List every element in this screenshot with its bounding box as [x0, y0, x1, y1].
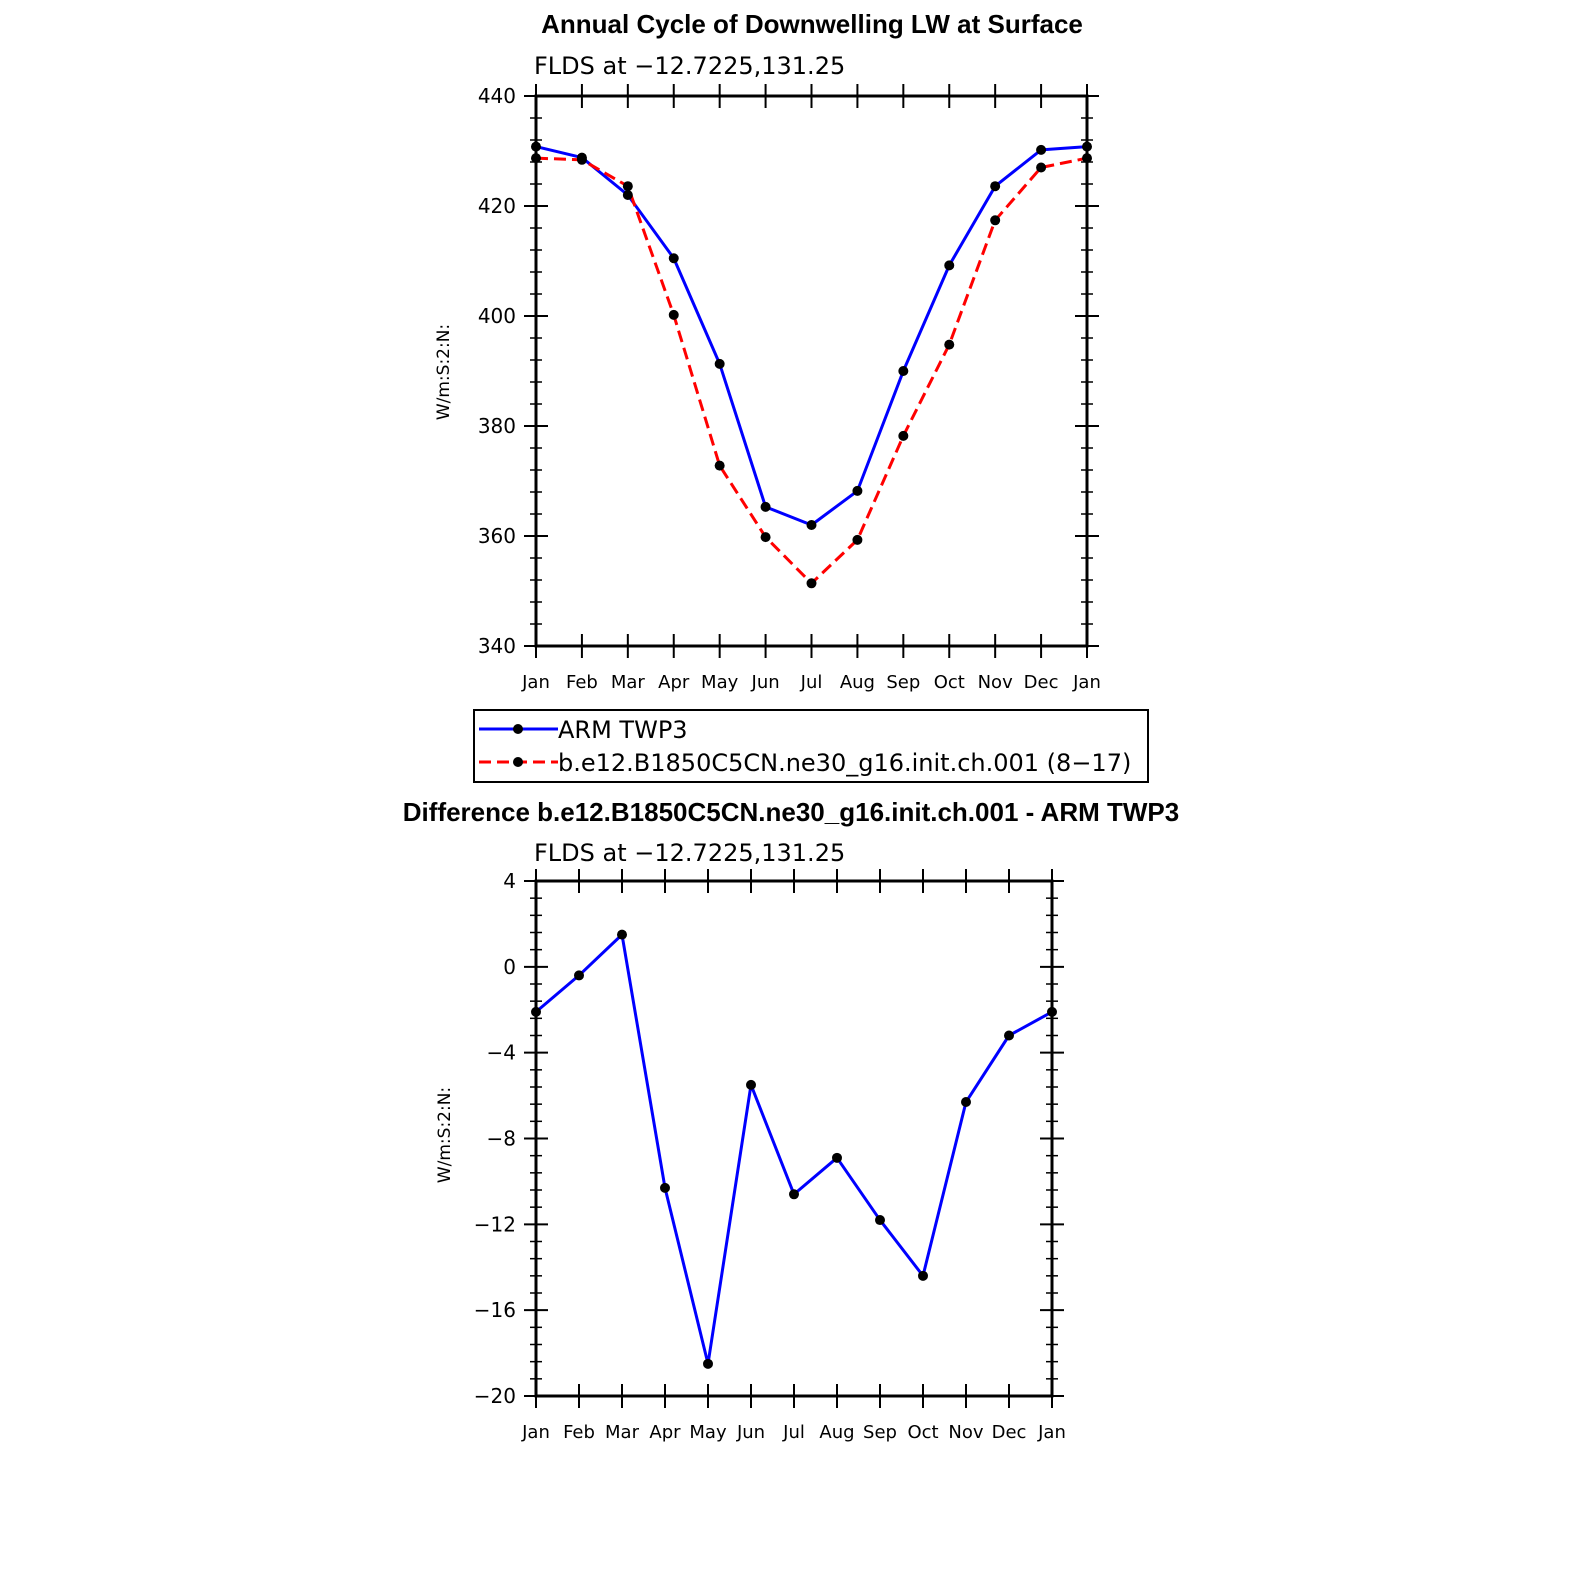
series-line-0	[535, 145, 1088, 527]
series-1-point-6	[806, 578, 817, 589]
x-tick-label-jul: Jul	[800, 672, 823, 693]
series-0-point-3	[660, 1182, 670, 1193]
x-tick-label-jan: Jan	[521, 1422, 550, 1443]
series-0-point-12	[1082, 141, 1092, 152]
chart-2-subtitle: FLDS at −12.7225,131.25	[534, 839, 845, 867]
legend-frame	[473, 709, 1149, 783]
x-tick-label-apr: Apr	[649, 1422, 681, 1443]
x-tick-label-jun: Jun	[736, 1422, 765, 1443]
series-1-point-0	[531, 153, 541, 164]
chart-1-subtitle: FLDS at −12.7225,131.25	[534, 52, 845, 80]
x-tick-label-sep: Sep	[863, 1422, 897, 1443]
y-tick-label: 400	[478, 304, 516, 328]
x-tick-label-apr: Apr	[658, 672, 690, 693]
y-tick-label: −4	[487, 1041, 516, 1065]
series-0-point-10	[961, 1097, 971, 1108]
y-tick-label: −16	[474, 1298, 516, 1322]
x-tick-label-mar: Mar	[611, 672, 646, 693]
series-0-point-4	[714, 358, 725, 369]
series-0-point-9	[918, 1270, 928, 1281]
y-tick-label: 360	[478, 524, 516, 548]
series-1-point-8	[898, 430, 909, 441]
chart-2-ylabel: W/m:S:2:N:	[435, 1087, 455, 1183]
series-line-1	[535, 156, 1088, 585]
x-tick-label-dec: Dec	[992, 1422, 1027, 1443]
series-1-point-2	[622, 181, 633, 192]
series-0-point-8	[875, 1215, 885, 1226]
x-tick-label-aug: Aug	[819, 1422, 854, 1443]
y-tick-label: 440	[478, 84, 516, 108]
legend-label-arm-twp3: ARM TWP3	[558, 716, 688, 744]
chart-1-ylabel: W/m:S:2:N:	[434, 324, 454, 420]
series-0-point-4	[703, 1358, 713, 1369]
x-tick-label-nov: Nov	[978, 672, 1013, 693]
chart-2-frame	[534, 879, 1054, 1398]
series-1-point-7	[852, 534, 863, 545]
y-tick-label: −8	[487, 1127, 516, 1151]
y-tick-label: 4	[503, 869, 516, 893]
x-tick-label-may: May	[701, 672, 739, 693]
series-0-point-8	[898, 366, 909, 376]
series-1-point-1	[576, 154, 587, 165]
series-1-point-10	[990, 215, 1001, 226]
series-line-0	[535, 933, 1053, 1366]
series-0-point-11	[1036, 144, 1047, 155]
legend-label-model: b.e12.B1850C5CN.ne30_g16.init.ch.001 (8−…	[558, 749, 1131, 777]
series-0-point-12	[1047, 1006, 1057, 1017]
x-tick-label-jan: Jan	[1072, 672, 1101, 693]
series-0-point-10	[990, 181, 1001, 192]
series-0-point-7	[832, 1152, 842, 1163]
x-tick-label-feb: Feb	[563, 1422, 595, 1443]
series-0-point-3	[668, 253, 679, 264]
x-tick-label-may: May	[689, 1422, 727, 1443]
x-tick-label-feb: Feb	[566, 672, 598, 693]
series-0-point-1	[574, 970, 584, 981]
x-tick-label-jun: Jun	[751, 672, 780, 693]
series-0-point-2	[622, 190, 633, 200]
legend-marker-model	[513, 757, 523, 767]
series-0-point-0	[531, 141, 541, 152]
y-tick-label: 380	[478, 414, 516, 438]
x-tick-label-sep: Sep	[886, 672, 920, 693]
chart-2-plot: −20 −16 −12 −8 −4 0 4 Jan Feb Mar Apr May Jun Jul Aug S…	[474, 869, 1066, 1443]
x-tick-label-jul: Jul	[782, 1422, 805, 1443]
series-1-point-3	[668, 309, 679, 320]
series-0-point-6	[806, 520, 817, 530]
y-tick-label: −20	[474, 1384, 516, 1408]
x-tick-label-aug: Aug	[840, 672, 875, 693]
series-0-point-9	[944, 260, 955, 271]
series-0-point-6	[789, 1189, 799, 1200]
x-tick-label-dec: Dec	[1024, 672, 1059, 693]
y-tick-label: 340	[478, 634, 516, 658]
x-tick-label-jan: Jan	[521, 672, 550, 693]
chart-2-title: Difference b.e12.B1850C5CN.ne30_g16.init…	[403, 797, 1179, 827]
series-0-point-5	[746, 1079, 756, 1090]
chart-1-title: Annual Cycle of Downwelling LW at Surfac…	[541, 9, 1083, 39]
series-0-point-11	[1004, 1030, 1014, 1041]
x-tick-label-mar: Mar	[605, 1422, 640, 1443]
legend-marker-arm-twp3	[513, 724, 523, 734]
series-1-point-11	[1036, 162, 1047, 173]
series-1-point-9	[944, 339, 955, 350]
y-tick-label: 0	[503, 955, 516, 979]
chart-1-legend: ARM TWP3 b.e12.B1850C5CN.ne30_g16.init.c…	[473, 709, 1149, 783]
series-1-point-5	[760, 532, 771, 543]
series-0-point-7	[852, 485, 863, 496]
series-0-point-0	[531, 1006, 541, 1017]
series-0-point-5	[760, 501, 771, 512]
x-tick-label-oct: Oct	[907, 1422, 938, 1443]
y-tick-label: 420	[478, 194, 516, 218]
x-tick-label-nov: Nov	[948, 1422, 983, 1443]
series-1-point-12	[1082, 153, 1092, 164]
x-tick-label-oct: Oct	[934, 672, 965, 693]
chart-1-plot: 340 360 380 400 420 440 Jan Feb Mar Apr May Jun Jul A…	[478, 84, 1101, 693]
series-1-point-4	[714, 460, 725, 471]
series-0-point-2	[617, 929, 627, 940]
x-tick-label-jan: Jan	[1037, 1422, 1066, 1443]
y-tick-label: −12	[474, 1212, 516, 1236]
